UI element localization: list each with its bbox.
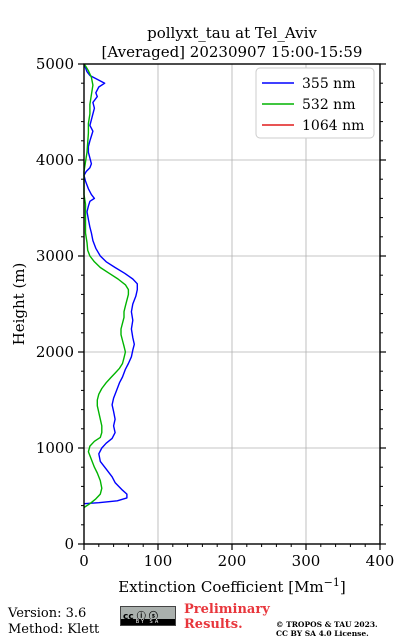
series-line-532-nm (83, 63, 130, 509)
x-axis-ticks: 0 100 200 300 400 (79, 544, 394, 570)
x-axis-label: Extinction Coefficient [Mm−1] (118, 576, 345, 596)
y-tick-label: 1000 (36, 439, 74, 457)
method-text: Method: Klett (8, 622, 100, 637)
cc-icon: cc ⓘ ⓢ (123, 612, 158, 622)
legend: 355 nm 532 nm 1064 nm (255, 67, 375, 139)
y-tick-label: 4000 (36, 151, 74, 169)
y-tick-label: 5000 (36, 55, 74, 73)
legend-label-355: 355 nm (302, 76, 355, 92)
y-axis-ticks: 0 1000 2000 3000 4000 5000 (36, 55, 386, 553)
footer-info: Version: 3.6 Method: Klett (8, 606, 99, 638)
x-tick-label: 200 (218, 552, 247, 570)
preliminary-notice: Preliminary Results. (184, 602, 270, 632)
preliminary-line-2: Results. (184, 617, 243, 632)
x-axis-label-main: Extinction Coefficient [Mm (118, 578, 323, 596)
y-tick-label: 3000 (36, 247, 74, 265)
series-lines (83, 63, 139, 509)
x-axis-label-bracket: ] (340, 578, 346, 596)
chart-subtitle: [Averaged] 20230907 15:00-15:59 (102, 43, 363, 61)
y-tick-label: 0 (64, 535, 74, 553)
series-line-355-nm (83, 63, 139, 505)
y-tick-label: 2000 (36, 343, 74, 361)
x-tick-label: 400 (366, 552, 395, 570)
grid-lines (84, 64, 380, 544)
copyright-line-1: © TROPOS & TAU 2023. (276, 620, 378, 629)
y-axis-label: Height (m) (10, 263, 28, 346)
cc-badge-bar: BY SA (121, 619, 175, 625)
chart-title: pollyxt_tau at Tel_Aviv (147, 24, 317, 42)
x-tick-label: 100 (144, 552, 173, 570)
x-axis-label-superscript: −1 (324, 576, 340, 589)
x-tick-label: 0 (79, 552, 89, 570)
preliminary-line-1: Preliminary (184, 602, 270, 617)
legend-label-532: 532 nm (302, 97, 355, 113)
legend-label-1064: 1064 nm (302, 118, 364, 134)
copyright-line-2: CC BY SA 4.0 License. (276, 629, 369, 638)
x-tick-label: 300 (292, 552, 321, 570)
version-text: Version: 3.6 (8, 606, 87, 621)
copyright-notice: © TROPOS & TAU 2023. CC BY SA 4.0 Licens… (276, 620, 378, 638)
legend-box (255, 67, 375, 139)
chart-figure: 0 100 200 300 400 0 1000 2000 3000 4000 5000 poll… (10, 24, 394, 596)
cc-license-badge: cc ⓘ ⓢ BY SA (120, 606, 176, 626)
